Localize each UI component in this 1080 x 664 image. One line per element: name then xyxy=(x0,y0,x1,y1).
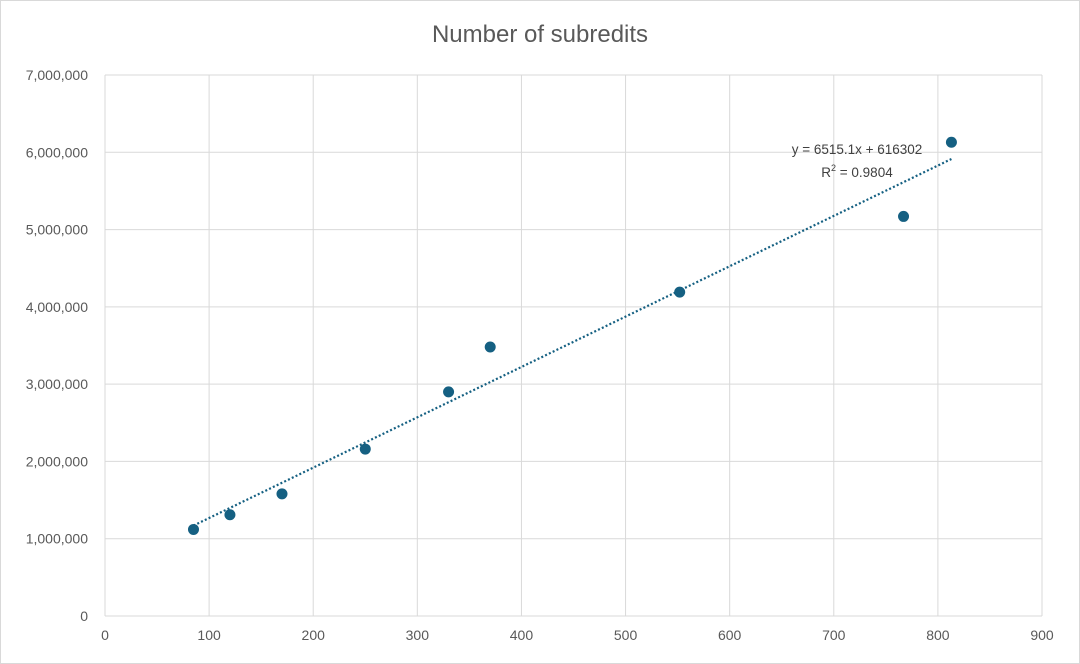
y-tick-label: 3,000,000 xyxy=(26,376,88,392)
y-tick-label: 7,000,000 xyxy=(26,67,88,83)
x-axis-tick-labels: 0 100 200 300 400 500 600 700 800 900 xyxy=(101,627,1054,643)
x-tick-label: 800 xyxy=(926,627,950,643)
trendline-r-squared: R2 = 0.9804 xyxy=(821,163,893,180)
y-tick-label: 0 xyxy=(80,608,88,624)
data-point xyxy=(674,286,686,298)
trendline-equation: y = 6515.1x + 616302 xyxy=(792,142,923,157)
data-points xyxy=(187,136,957,535)
data-point xyxy=(484,341,496,353)
y-axis-tick-labels: 0 1,000,000 2,000,000 3,000,000 4,000,000 5,0… xyxy=(26,67,89,624)
data-point xyxy=(187,523,199,535)
x-tick-label: 300 xyxy=(406,627,430,643)
x-tick-label: 500 xyxy=(614,627,638,643)
y-tick-label: 5,000,000 xyxy=(26,222,88,238)
data-point xyxy=(224,509,236,521)
y-tick-label: 4,000,000 xyxy=(26,299,88,315)
chart-title: Number of subredits xyxy=(432,21,648,48)
data-point xyxy=(276,488,288,500)
y-tick-label: 6,000,000 xyxy=(26,144,88,160)
r-squared-superscript: 2 xyxy=(831,163,836,173)
x-tick-label: 700 xyxy=(822,627,846,643)
trendline xyxy=(193,158,952,527)
gridlines xyxy=(104,74,1043,617)
x-tick-label: 100 xyxy=(197,627,221,643)
data-point xyxy=(359,443,371,455)
x-tick-label: 200 xyxy=(302,627,326,643)
data-point xyxy=(443,386,455,398)
x-tick-label: 0 xyxy=(101,627,109,643)
data-point xyxy=(945,136,957,148)
trendline-layer xyxy=(193,158,952,527)
y-tick-label: 2,000,000 xyxy=(26,453,88,469)
x-tick-label: 600 xyxy=(718,627,742,643)
x-tick-label: 900 xyxy=(1030,627,1054,643)
r-squared-label: R xyxy=(821,165,831,180)
y-tick-label: 1,000,000 xyxy=(26,531,88,547)
r-squared-value: = 0.9804 xyxy=(836,165,893,180)
x-tick-label: 400 xyxy=(510,627,534,643)
data-point xyxy=(898,210,910,222)
